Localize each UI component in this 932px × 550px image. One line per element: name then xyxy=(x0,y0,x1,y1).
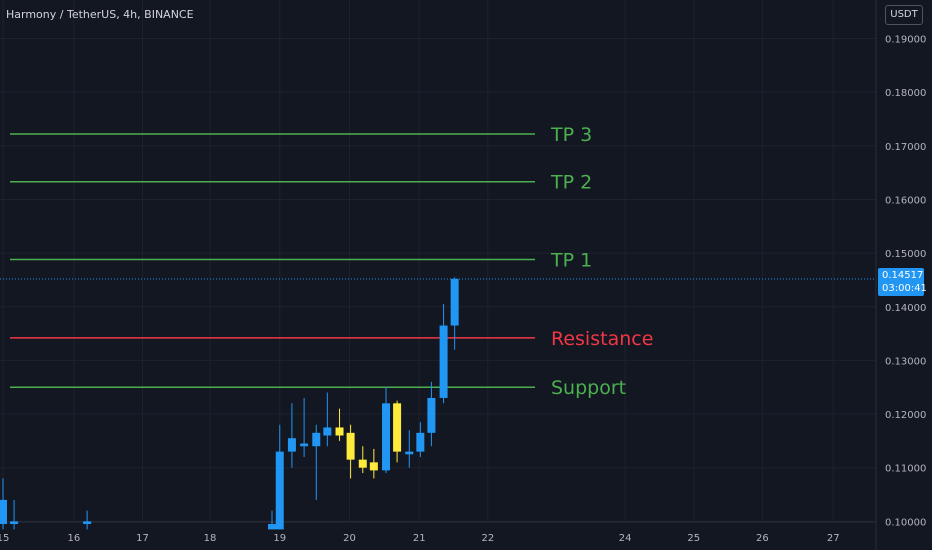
time-tick-label: 20 xyxy=(343,533,356,544)
candle-body-up xyxy=(312,432,321,447)
price-tick-label: 0.15000 xyxy=(885,249,926,260)
candle-body-up xyxy=(450,278,459,326)
symbol-title[interactable]: Harmony / TetherUS, 4h, BINANCE xyxy=(6,8,194,21)
candle-body-up xyxy=(439,325,448,398)
level-label: TP 3 xyxy=(550,124,592,146)
time-tick-label: 22 xyxy=(481,533,494,544)
bar-countdown: 03:00:41 xyxy=(882,283,927,294)
candle-body-up xyxy=(83,521,92,525)
price-tick-label: 0.11000 xyxy=(885,464,926,475)
candle-body-down xyxy=(346,432,355,460)
candle-body-down xyxy=(358,459,367,468)
price-tick-label: 0.17000 xyxy=(885,142,926,153)
candle-body-up xyxy=(10,521,19,525)
last-price-value: 0.14517 xyxy=(882,270,924,281)
level-label: Resistance xyxy=(551,328,653,350)
time-tick-label: 16 xyxy=(67,533,80,544)
time-tick-label: 25 xyxy=(687,533,700,544)
candle-body-down xyxy=(393,403,402,452)
level-label: Support xyxy=(551,377,626,399)
candle-body-up xyxy=(300,443,309,447)
price-tick-label: 0.14000 xyxy=(885,303,926,314)
currency-badge[interactable]: USDT xyxy=(885,5,923,25)
candles xyxy=(0,277,459,530)
level-label: TP 1 xyxy=(550,250,592,272)
price-tick-label: 0.12000 xyxy=(885,410,926,421)
price-tick-label: 0.16000 xyxy=(885,195,926,206)
candle-body-up xyxy=(405,451,414,455)
candle-body-down xyxy=(335,427,344,436)
price-tick-label: 0.19000 xyxy=(885,35,926,46)
time-tick-label: 27 xyxy=(827,533,840,544)
grid xyxy=(0,0,876,522)
time-tick-label: 26 xyxy=(756,533,769,544)
time-axis[interactable]: 15 16 17 18 19 20 21 22 24 25 26 27 xyxy=(0,533,840,544)
time-tick-label: 18 xyxy=(204,533,217,544)
candle-body-up xyxy=(275,451,284,530)
candle-body-up xyxy=(287,438,296,452)
price-tick-label: 0.18000 xyxy=(885,88,926,99)
candle-body-up xyxy=(268,524,277,530)
price-tick-label: 0.13000 xyxy=(885,356,926,367)
candle-body-up xyxy=(382,403,391,471)
time-tick-label: 19 xyxy=(273,533,286,544)
level-label: TP 2 xyxy=(550,172,592,194)
price-axis[interactable]: 0.19000 0.18000 0.17000 0.16000 0.15000 0.140… xyxy=(885,35,926,529)
candle-body-down xyxy=(369,462,378,471)
candle-body-up xyxy=(427,397,436,433)
price-tick-label: 0.10000 xyxy=(885,517,926,528)
time-tick-label: 17 xyxy=(136,533,149,544)
time-tick-label: 21 xyxy=(413,533,426,544)
candle-body-up xyxy=(416,432,425,452)
candle-body-up xyxy=(323,427,332,436)
last-price-tag: 0.14517 03:00:41 xyxy=(878,268,927,296)
candle-body-up xyxy=(0,499,7,525)
time-tick-label: 15 xyxy=(0,533,9,544)
time-tick-label: 24 xyxy=(619,533,632,544)
